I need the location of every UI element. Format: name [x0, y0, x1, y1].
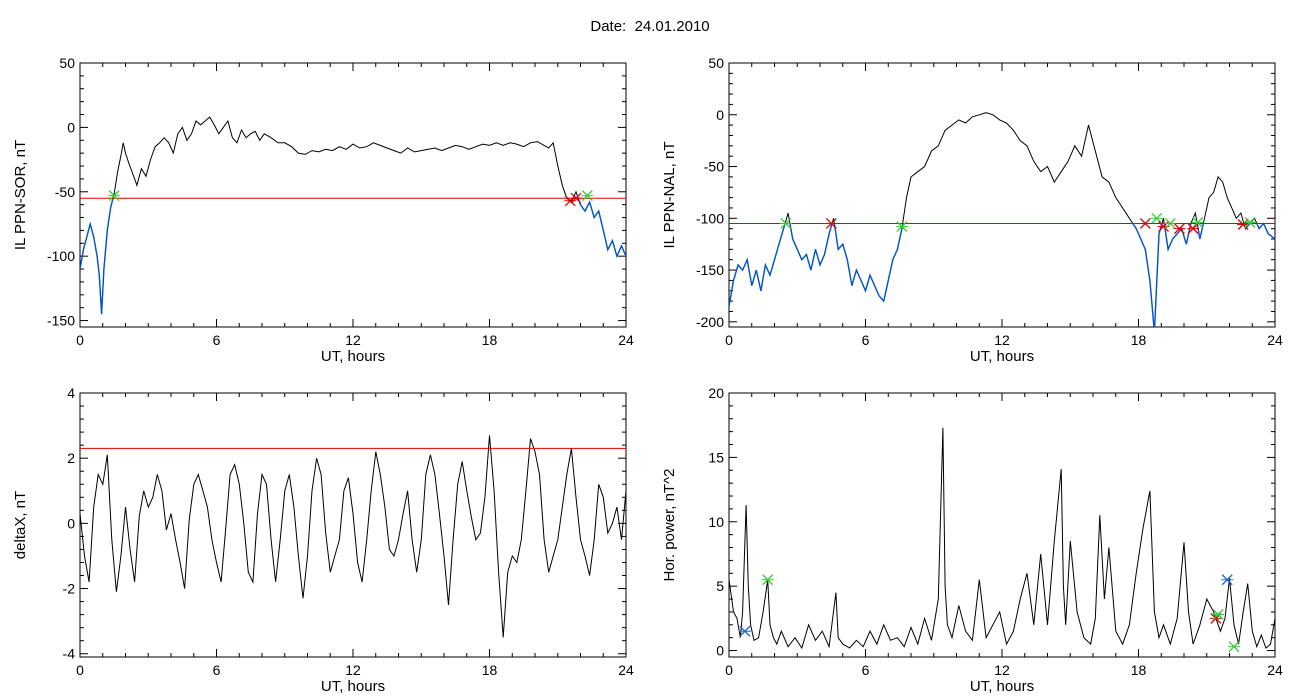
x-tick-label: 18	[1131, 332, 1147, 348]
series-line	[729, 427, 1275, 650]
marker-green	[895, 221, 908, 233]
x-tick-label: 12	[994, 662, 1010, 678]
x-axis-label: UT, hours	[321, 348, 385, 365]
marker-green	[1191, 216, 1204, 228]
date-value: 24.01.2010	[634, 18, 710, 35]
marker-red	[1173, 223, 1186, 235]
x-axis-label: UT, hours	[321, 678, 385, 695]
x-tick-label: 0	[76, 332, 84, 348]
y-tick-label: -100	[47, 248, 75, 264]
panel-1: 0 6 12 18 24 -150 -100 -50 0 50 UT, hours IL PPN-SO…	[12, 55, 634, 365]
y-tick-label: 0	[67, 119, 75, 135]
y-tick-label: 15	[708, 449, 724, 465]
y-tick-label: 4	[67, 385, 75, 401]
panel-4: 0 6 12 18 24 0 5 10 15 20 UT, hours Hor. power, nT^…	[661, 385, 1283, 695]
marker-green	[1164, 218, 1177, 229]
marker-green	[581, 190, 594, 202]
marker-red	[1139, 218, 1152, 229]
marker-blue	[1221, 574, 1234, 586]
series-line-below-threshold	[80, 198, 626, 315]
marker-red	[569, 192, 582, 204]
x-tick-label: 24	[1267, 332, 1283, 348]
y-tick-label: 50	[59, 55, 75, 71]
x-tick-label: 6	[213, 332, 221, 348]
y-axis-label: deltaX, nT	[12, 491, 29, 559]
x-tick-label: 12	[345, 332, 361, 348]
y-tick-label: 0	[716, 643, 724, 659]
y-axis-label: IL PPN-SOR, nT	[12, 140, 29, 250]
y-tick-label: -4	[63, 646, 76, 662]
y-tick-label: 0	[67, 515, 75, 531]
x-axis-label: UT, hours	[970, 678, 1034, 695]
chart-title: Date: 24.01.2010	[0, 18, 1300, 35]
x-axis-label: UT, hours	[970, 348, 1034, 365]
series-line-below-threshold	[729, 223, 1275, 327]
y-tick-label: -150	[696, 262, 724, 278]
y-tick-label: -150	[47, 313, 75, 329]
plot-frame	[79, 62, 627, 328]
y-tick-label: -100	[696, 210, 724, 226]
y-tick-label: 2	[67, 450, 75, 466]
y-tick-label: 10	[708, 514, 724, 530]
y-tick-label: 0	[716, 107, 724, 123]
marker-green	[1212, 609, 1225, 620]
marker-blue	[738, 625, 751, 637]
y-tick-label: 50	[708, 55, 724, 71]
x-tick-label: 0	[725, 662, 733, 678]
plot-frame	[728, 62, 1276, 328]
x-tick-label: 12	[994, 332, 1010, 348]
y-axis-label: IL PPN-NAL, nT	[661, 142, 678, 249]
marker-green	[1150, 212, 1163, 224]
y-tick-label: -50	[704, 159, 724, 175]
marker-green	[779, 218, 792, 229]
x-tick-label: 6	[213, 662, 221, 678]
x-tick-label: 24	[1267, 662, 1283, 678]
x-tick-label: 24	[618, 332, 634, 348]
x-tick-label: 24	[618, 662, 634, 678]
marker-red	[1187, 223, 1200, 235]
y-tick-label: 20	[708, 385, 724, 401]
y-tick-label: -50	[55, 184, 75, 200]
panel-2: 0 6 12 18 24 -200 -150 -100 -50 0 50 UT, hours IL PP…	[661, 55, 1283, 365]
plot-frame	[79, 392, 627, 658]
marker-green	[1243, 216, 1256, 228]
marker-green	[761, 574, 774, 586]
x-tick-label: 18	[482, 662, 498, 678]
y-tick-label: -2	[63, 581, 76, 597]
series-line	[80, 116, 626, 315]
y-tick-label: -200	[696, 314, 724, 330]
marker-green	[1228, 641, 1241, 653]
marker-green	[108, 190, 121, 202]
y-tick-label: 5	[716, 578, 724, 594]
x-tick-label: 6	[862, 662, 870, 678]
series-line	[80, 435, 626, 638]
y-axis-label: Hor. power, nT^2	[661, 469, 678, 582]
x-tick-label: 6	[862, 332, 870, 348]
x-tick-label: 18	[1131, 662, 1147, 678]
plot-frame	[728, 392, 1276, 658]
x-tick-label: 12	[345, 662, 361, 678]
x-tick-label: 0	[725, 332, 733, 348]
marker-red	[825, 218, 838, 229]
x-tick-label: 0	[76, 662, 84, 678]
date-label: Date:	[590, 18, 627, 35]
x-tick-label: 18	[482, 332, 498, 348]
